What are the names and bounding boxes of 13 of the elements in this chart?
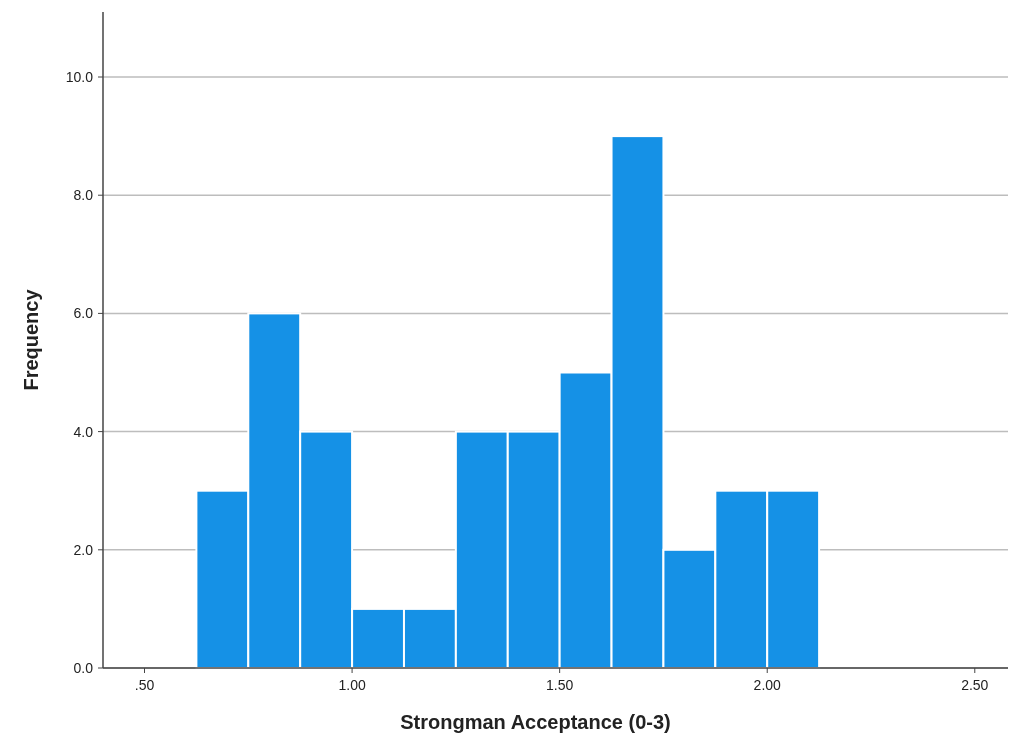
x-tick-label: 1.00 — [338, 677, 366, 693]
x-axis-title: Strongman Acceptance (0-3) — [400, 711, 671, 733]
x-tick-label: .50 — [134, 677, 155, 693]
y-axis-title: Frequency — [20, 288, 42, 391]
y-tick-label: 6.0 — [73, 305, 94, 322]
y-tick-label: 2.0 — [73, 541, 94, 558]
y-tick-label: 0.0 — [73, 659, 94, 676]
x-tick-label: 2.00 — [753, 677, 782, 693]
y-tick-label: 8.0 — [73, 187, 94, 204]
x-tick-label: 2.50 — [961, 677, 989, 693]
x-tick-label: 1.50 — [546, 677, 574, 693]
y-tick-label: 4.0 — [73, 423, 94, 440]
y-tick-label: 10.0 — [65, 68, 94, 85]
